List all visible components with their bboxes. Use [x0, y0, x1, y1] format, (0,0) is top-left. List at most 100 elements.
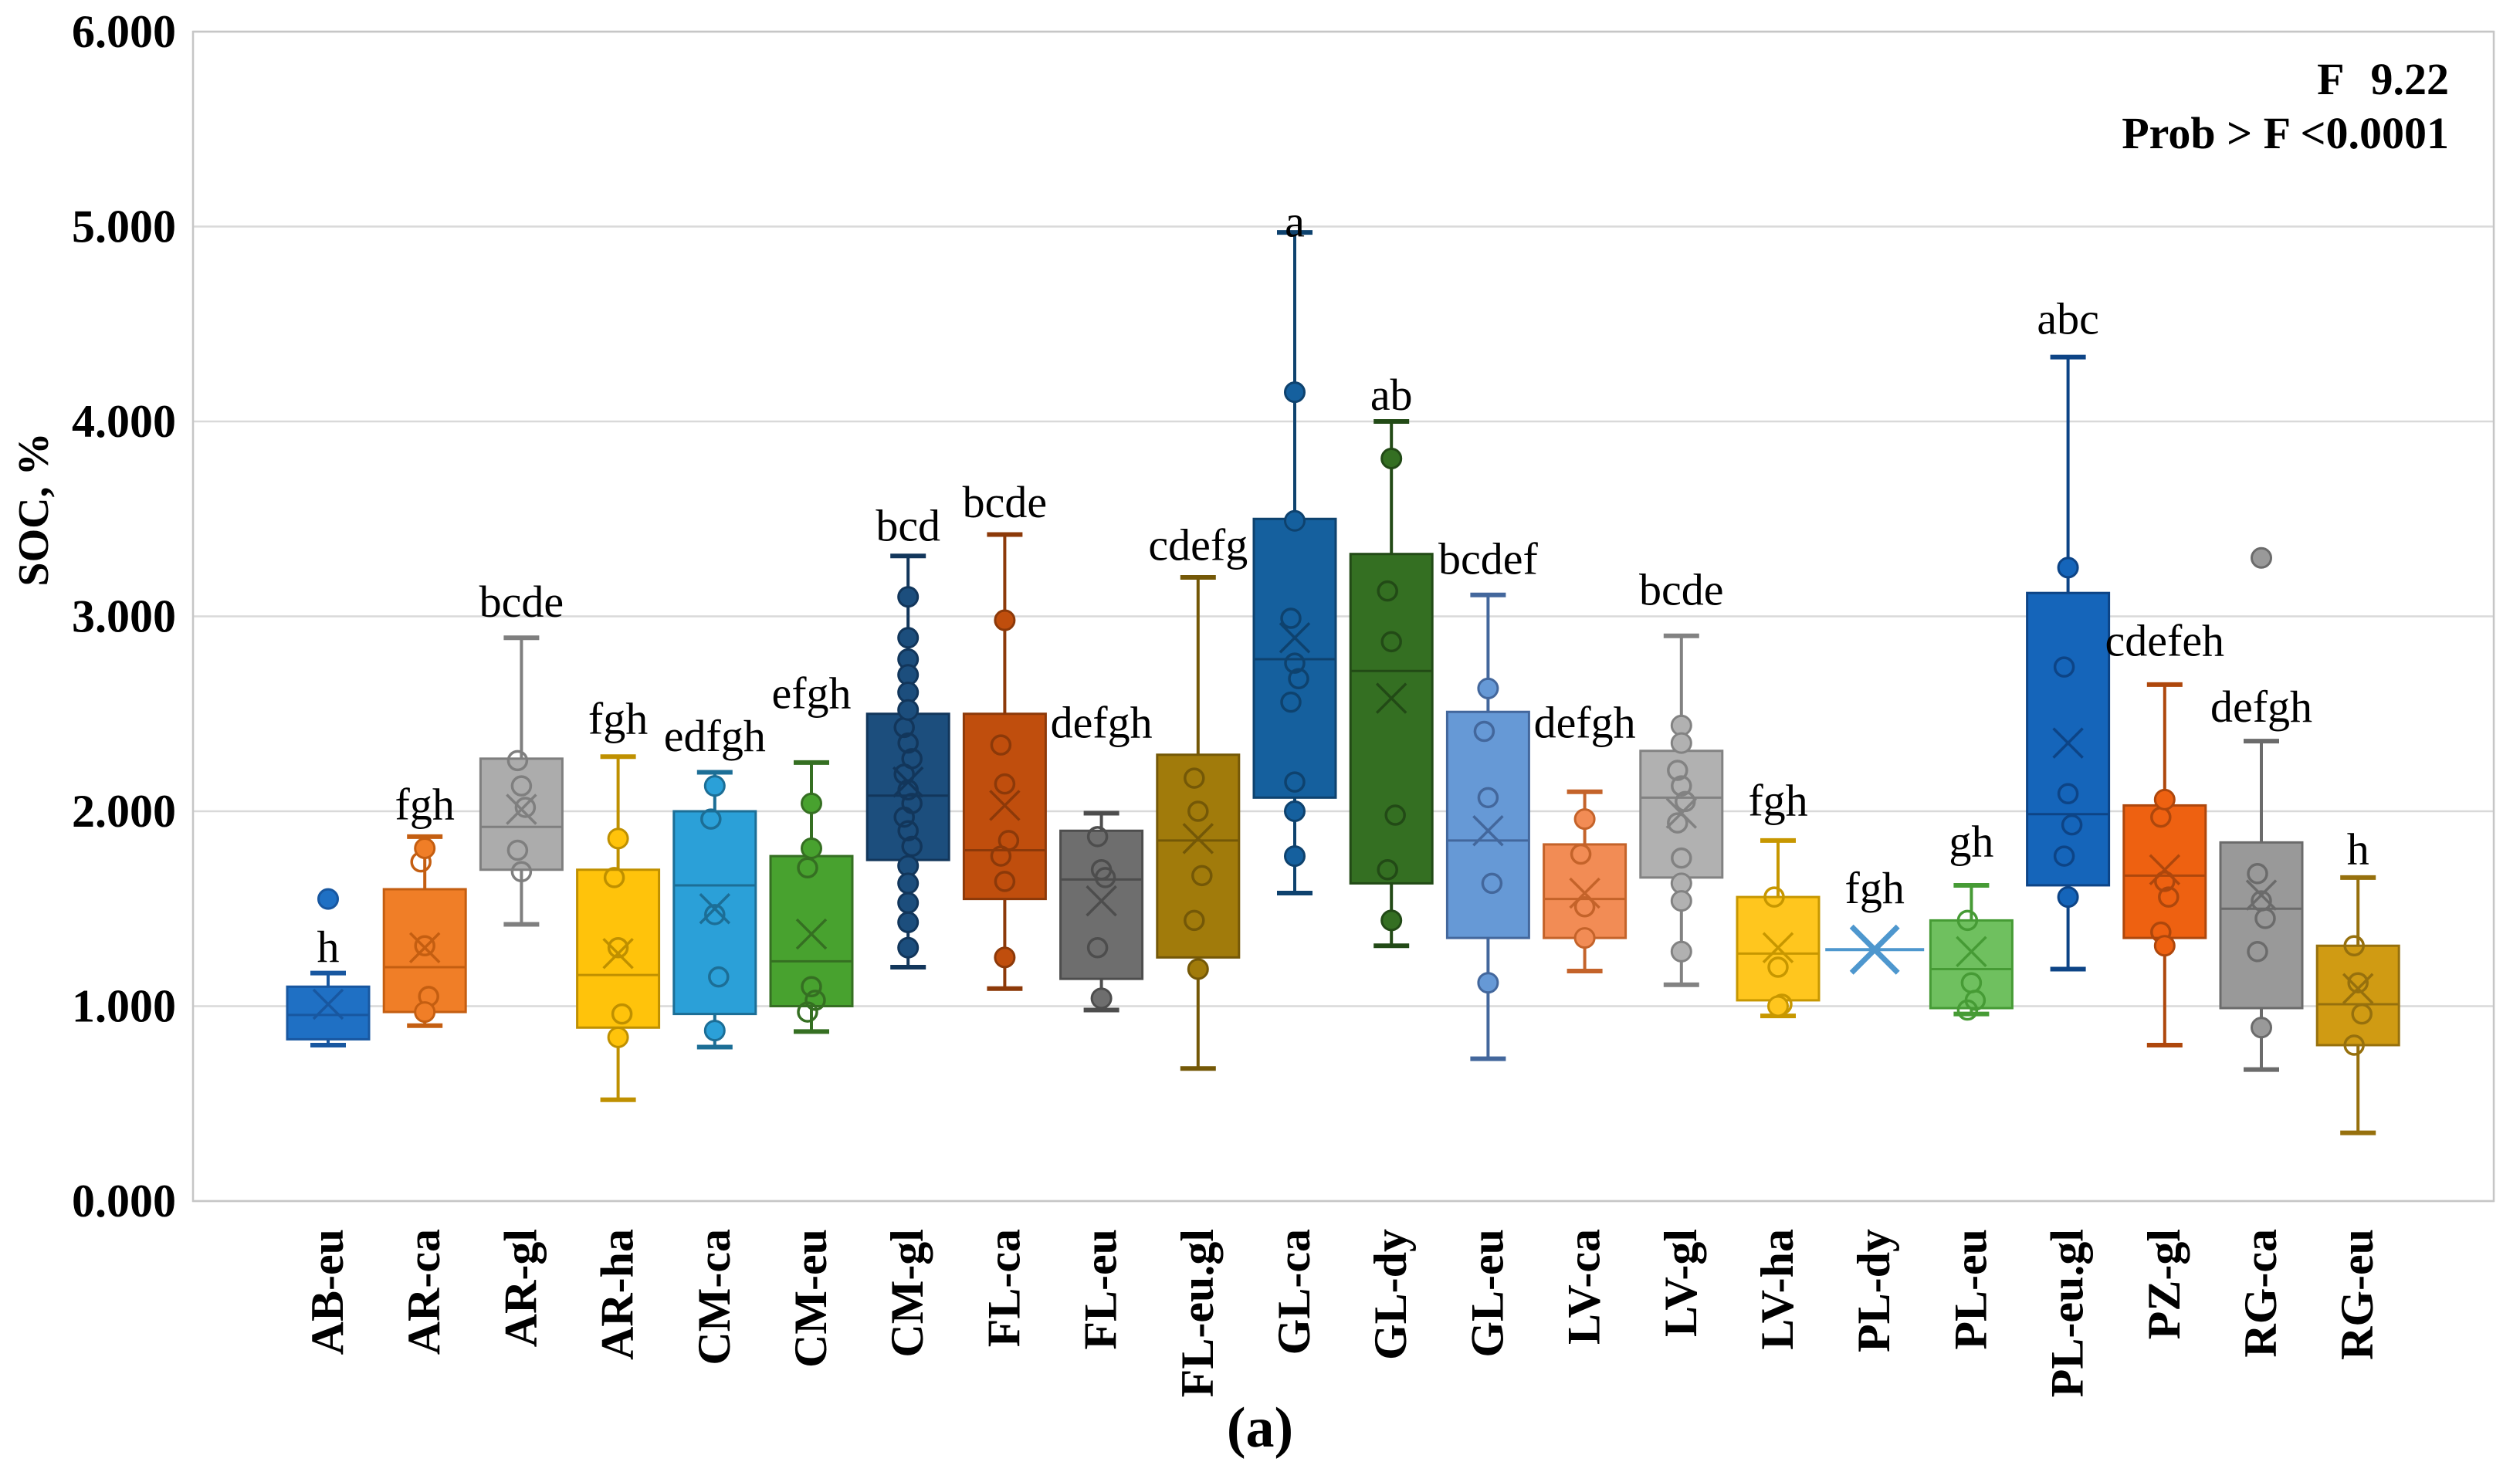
mean-x-marker	[1279, 622, 1311, 654]
significance-letter: ab	[1370, 370, 1413, 420]
data-point-filled	[1573, 808, 1596, 831]
data-point-filled	[1670, 732, 1692, 754]
data-point-open	[1280, 607, 1302, 629]
data-point-open	[2247, 863, 2268, 885]
significance-letter: fgh	[588, 693, 648, 743]
x-category-label: PZ-gl	[2139, 1229, 2190, 1339]
data-point-open	[510, 861, 533, 883]
data-point-filled	[897, 699, 920, 721]
x-category-label: LV-ca	[1559, 1229, 1610, 1345]
data-point-filled	[897, 892, 920, 914]
data-point-open	[990, 734, 1012, 756]
data-point-filled	[2153, 788, 2176, 810]
box-CM-gl	[865, 712, 950, 861]
outlier-point	[317, 888, 339, 910]
data-point-open	[1086, 826, 1109, 848]
significance-letter: fgh	[1748, 775, 1807, 825]
data-point-open	[506, 750, 529, 772]
data-point-open	[1187, 800, 1209, 822]
significance-letter: a	[1285, 196, 1305, 246]
data-point-filled	[897, 627, 920, 649]
y-tick-label: 5.000	[72, 201, 176, 252]
data-point-open	[1956, 909, 1979, 932]
significance-letter: bcde	[963, 477, 1048, 527]
x-category-label: LV-gl	[1655, 1229, 1706, 1337]
data-point-open	[1184, 767, 1205, 789]
data-point-open	[1377, 580, 1398, 602]
f-statistic-line: F 9.22	[2122, 52, 2449, 107]
mean-x-marker	[312, 988, 344, 1020]
y-tick-label: 4.000	[72, 396, 176, 447]
mean-x-marker	[2052, 727, 2084, 759]
data-point-filled	[703, 1020, 726, 1042]
data-point-open	[1671, 847, 1692, 869]
box-GL-dy	[1349, 553, 1434, 885]
box-group-RG-ca: defgh RG-ca	[2210, 547, 2312, 1358]
mean-x-marker	[1375, 682, 1407, 714]
data-point-open	[893, 806, 915, 828]
data-point-filled	[801, 792, 822, 814]
data-point-filled	[897, 936, 920, 959]
significance-letter: edfgh	[664, 711, 766, 761]
significance-letter: defgh	[2210, 682, 2312, 732]
box-group-AR-ha: fgh AR-ha	[576, 693, 661, 1360]
box-FL-eu	[1059, 829, 1144, 980]
x-category-label: CM-eu	[785, 1229, 836, 1368]
box-RG-ca	[2219, 841, 2304, 1010]
mean-x-marker	[1956, 936, 1987, 968]
box-PL-eu.gl	[2026, 591, 2111, 887]
x-category-label: FL-eu	[1075, 1229, 1126, 1350]
data-point-open	[1380, 631, 1402, 653]
data-point-open	[897, 732, 919, 754]
box-group-GL-ca: a GL-ca	[1252, 196, 1337, 1355]
mean-x-marker	[408, 932, 441, 963]
data-point-filled	[607, 1026, 629, 1048]
data-point-filled	[414, 837, 436, 859]
data-point-open	[2247, 941, 2268, 963]
data-point-open	[2061, 814, 2083, 836]
box-AR-gl	[479, 757, 564, 871]
data-point-open	[1280, 691, 1302, 713]
data-point-open	[801, 976, 822, 997]
box-group-FL-eu: defgh FL-eu	[1051, 697, 1153, 1349]
data-point-filled	[897, 911, 920, 933]
x-category-label: PL-eu.gl	[2042, 1229, 2093, 1397]
data-point-open	[2347, 972, 2369, 993]
data-point-open	[1956, 999, 1979, 1021]
mean-x-marker	[1849, 924, 1900, 975]
data-point-open	[704, 904, 726, 925]
data-point-open	[1763, 886, 1785, 908]
x-category-label: AR-ha	[592, 1229, 643, 1360]
significance-letter: gh	[1949, 816, 1993, 866]
data-point-open	[514, 797, 537, 818]
box-group-LV-ha: fgh LV-ha	[1736, 775, 1821, 1350]
data-point-open	[2158, 886, 2180, 908]
y-tick-label: 1.000	[72, 981, 176, 1032]
data-point-open	[797, 1001, 818, 1023]
data-point-open	[2053, 656, 2075, 678]
data-point-open	[414, 935, 435, 956]
significance-letter: h	[317, 922, 340, 972]
data-point-open	[901, 835, 923, 858]
box-group-RG-eu: h RG-eu	[2315, 824, 2400, 1360]
box-AB-eu	[286, 985, 371, 1041]
data-point-open	[1477, 787, 1499, 809]
x-category-label: LV-ha	[1752, 1229, 1803, 1350]
data-point-open	[1573, 895, 1596, 918]
significance-letter: fgh	[395, 779, 455, 829]
data-point-open	[1675, 790, 1696, 813]
y-axis-title: SOC, %	[10, 432, 58, 586]
data-point-filled	[1670, 890, 1692, 912]
data-point-open	[603, 867, 625, 888]
box-group-LV-gl: bcde LV-gl	[1639, 565, 1724, 1337]
mean-x-marker	[1472, 815, 1504, 847]
box-group-FL-eu.gl: cdefg FL-eu.gl	[1148, 520, 1248, 1398]
data-point-open	[1086, 937, 1109, 959]
box-group-AB-eu: h AB-eu	[286, 888, 371, 1355]
data-point-open	[1671, 775, 1692, 797]
plot-border	[191, 30, 2495, 1203]
data-point-open	[2351, 1003, 2373, 1025]
data-point-open	[893, 763, 915, 785]
x-category-label: RG-eu	[2332, 1229, 2383, 1360]
data-point-open	[1284, 771, 1306, 793]
